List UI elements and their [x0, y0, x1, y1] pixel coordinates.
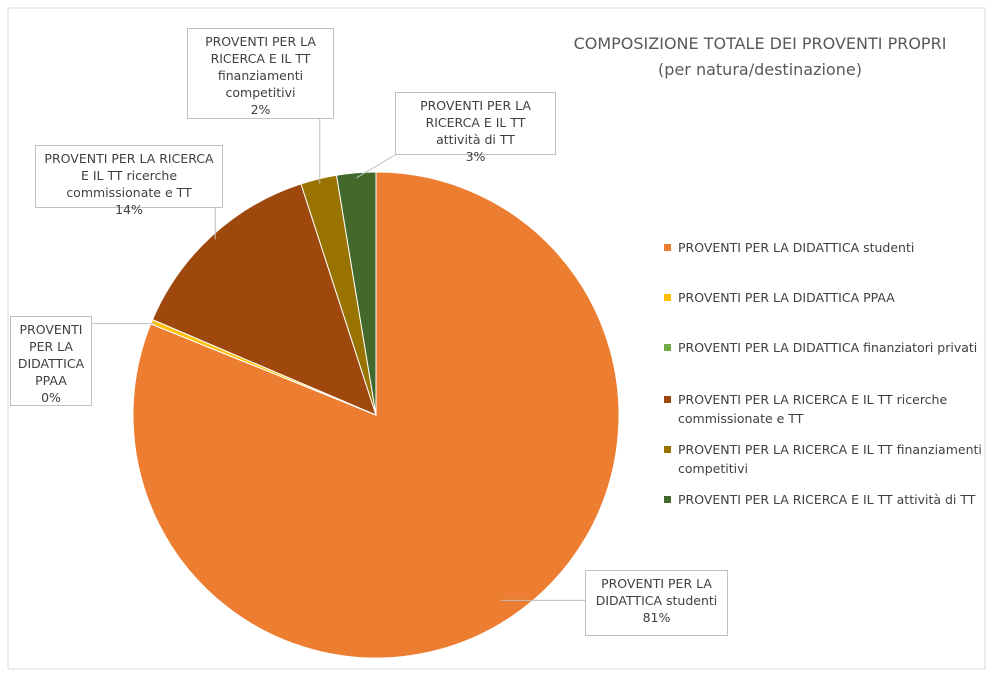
data-label-value: 2%: [250, 102, 271, 117]
pie-slice: [151, 183, 377, 416]
legend-item: PROVENTI PER LA DIDATTICA finanziatori p…: [664, 338, 986, 357]
data-label-value: 0%: [41, 390, 61, 405]
legend-swatch: [664, 396, 671, 403]
legend-swatch: [664, 496, 671, 503]
data-label: PROVENTI PER LA DIDATTICA PPAA 0%: [10, 316, 92, 406]
data-label-name: PROVENTI PER LA RICERCA E IL TT finanzia…: [205, 34, 316, 100]
data-label-name: PROVENTI PER LA RICERCA E IL TT ricerche…: [44, 151, 214, 200]
legend-label: PROVENTI PER LA DIDATTICA PPAA: [678, 290, 895, 305]
legend-item: PROVENTI PER LA RICERCA E IL TT ricerche…: [664, 390, 986, 428]
legend-swatch: [664, 344, 671, 351]
legend-label: PROVENTI PER LA RICERCA E IL TT finanzia…: [678, 442, 982, 476]
data-label-value: 14%: [115, 202, 143, 217]
data-label: PROVENTI PER LA RICERCA E IL TT ricerche…: [35, 145, 223, 217]
legend-label: PROVENTI PER LA DIDATTICA finanziatori p…: [678, 340, 978, 355]
data-label-name: PROVENTI PER LA DIDATTICA PPAA: [17, 322, 85, 388]
legend-label: PROVENTI PER LA RICERCA E IL TT attività…: [678, 492, 976, 507]
data-label: PROVENTI PER LA RICERCA E IL TT finanzia…: [187, 28, 334, 119]
legend-label: PROVENTI PER LA RICERCA E IL TT ricerche…: [678, 392, 948, 426]
chart-subtitle: (per natura/destinazione): [658, 60, 862, 79]
callout-leader: [356, 154, 396, 179]
legend-item: PROVENTI PER LA DIDATTICA PPAA: [664, 288, 986, 307]
legend-item: PROVENTI PER LA RICERCA E IL TT finanzia…: [664, 440, 986, 478]
legend-swatch: [664, 294, 671, 301]
chart-title: COMPOSIZIONE TOTALE DEI PROVENTI PROPRI: [573, 34, 947, 53]
legend-label: PROVENTI PER LA DIDATTICA studenti: [678, 240, 915, 255]
data-label-value: 81%: [642, 610, 671, 625]
legend-swatch: [664, 244, 671, 251]
data-label-value: 3%: [465, 149, 486, 164]
data-label: PROVENTI PER LA DIDATTICA studenti 81%: [585, 570, 728, 636]
legend-item: PROVENTI PER LA DIDATTICA studenti: [664, 238, 986, 257]
data-label-name: PROVENTI PER LA DIDATTICA studenti: [595, 576, 718, 608]
pie-slice: [335, 171, 377, 416]
data-label-name: PROVENTI PER LA RICERCA E IL TT attività…: [420, 98, 531, 147]
data-label: PROVENTI PER LA RICERCA E IL TT attività…: [395, 92, 556, 164]
legend-item: PROVENTI PER LA RICERCA E IL TT attività…: [664, 490, 986, 509]
legend-swatch: [664, 446, 671, 453]
